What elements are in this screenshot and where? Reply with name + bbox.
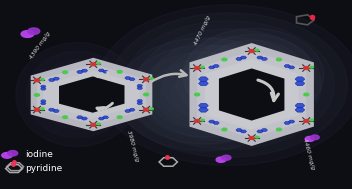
Circle shape	[249, 50, 254, 53]
Circle shape	[222, 58, 227, 61]
Text: 4460 mg/g: 4460 mg/g	[302, 138, 316, 170]
Circle shape	[21, 31, 34, 37]
Circle shape	[303, 119, 309, 122]
Ellipse shape	[26, 51, 129, 138]
Text: 3980 mg/g: 3980 mg/g	[126, 129, 140, 162]
Circle shape	[63, 116, 68, 119]
Circle shape	[255, 49, 259, 51]
Ellipse shape	[97, 5, 352, 165]
Ellipse shape	[16, 43, 139, 146]
Circle shape	[216, 157, 226, 162]
Circle shape	[201, 66, 204, 68]
Text: pyridine: pyridine	[25, 164, 63, 173]
Circle shape	[117, 116, 122, 119]
Polygon shape	[59, 76, 125, 113]
Circle shape	[310, 66, 313, 68]
Circle shape	[310, 135, 319, 140]
Circle shape	[305, 136, 314, 141]
Text: 4390 mg/g: 4390 mg/g	[29, 31, 52, 60]
Circle shape	[255, 136, 259, 138]
Circle shape	[117, 70, 122, 73]
Circle shape	[28, 28, 40, 34]
Circle shape	[2, 153, 12, 158]
Polygon shape	[197, 51, 306, 138]
Circle shape	[222, 155, 231, 160]
Circle shape	[304, 93, 309, 96]
Circle shape	[63, 71, 68, 74]
Text: iodine: iodine	[25, 150, 53, 160]
Circle shape	[194, 67, 200, 70]
Text: 4470 mg/g: 4470 mg/g	[193, 15, 212, 46]
Circle shape	[143, 78, 149, 81]
Circle shape	[303, 67, 309, 70]
Circle shape	[249, 136, 254, 139]
Circle shape	[8, 151, 18, 156]
Circle shape	[40, 108, 44, 110]
Circle shape	[97, 123, 100, 125]
Ellipse shape	[57, 77, 98, 112]
Circle shape	[40, 79, 44, 81]
Circle shape	[194, 119, 200, 122]
Circle shape	[34, 94, 39, 96]
Circle shape	[97, 63, 100, 64]
Circle shape	[195, 93, 200, 96]
Circle shape	[34, 108, 40, 111]
Circle shape	[144, 93, 149, 96]
Circle shape	[201, 119, 204, 121]
Circle shape	[150, 108, 153, 110]
Circle shape	[277, 58, 282, 61]
Ellipse shape	[36, 60, 119, 129]
Circle shape	[310, 119, 313, 121]
Circle shape	[277, 128, 282, 131]
Circle shape	[150, 78, 153, 80]
Circle shape	[143, 108, 149, 111]
Circle shape	[90, 63, 96, 66]
Ellipse shape	[46, 69, 108, 121]
Polygon shape	[37, 64, 146, 125]
Circle shape	[90, 123, 96, 126]
Circle shape	[222, 128, 227, 131]
Polygon shape	[219, 68, 284, 121]
Circle shape	[34, 79, 40, 82]
